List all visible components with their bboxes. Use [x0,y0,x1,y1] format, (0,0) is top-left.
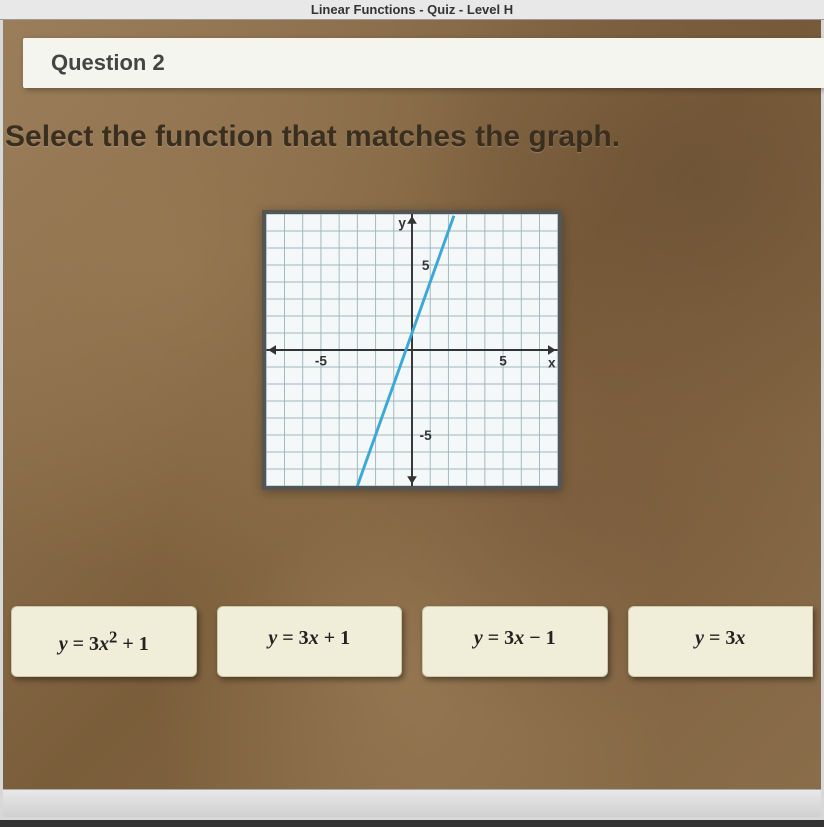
answer-label: y = 3x2 + 1 [59,633,149,655]
question-number-label: Question 2 [51,50,165,75]
answer-options: y = 3x2 + 1 y = 3x + 1 y = 3x − 1 y = 3x [3,606,821,677]
svg-text:5: 5 [422,258,430,273]
answer-option-2[interactable]: y = 3x − 1 [422,606,608,677]
answer-label: y = 3x − 1 [474,627,556,649]
graph-panel: 5 -5 5 -5 x y [262,210,562,490]
answer-label: y = 3x [695,627,745,649]
bottom-scrollbar-area [3,789,821,817]
svg-text:x: x [548,355,556,370]
answer-option-1[interactable]: y = 3x + 1 [217,606,403,677]
svg-text:-5: -5 [315,354,328,369]
question-prompt: Select the function that matches the gra… [3,120,620,154]
coordinate-graph: 5 -5 5 -5 x y [266,214,558,486]
window-title-bar: Linear Functions - Quiz - Level H [0,0,824,20]
answer-option-0[interactable]: y = 3x2 + 1 [11,606,197,677]
answer-label: y = 3x + 1 [268,627,350,649]
question-number-tab: Question 2 [23,38,824,88]
prompt-text: Select the function that matches the gra… [5,120,620,153]
quiz-content: Question 2 Select the function that matc… [0,20,824,820]
svg-text:5: 5 [499,354,507,369]
svg-text:-5: -5 [420,428,433,443]
svg-text:y: y [398,216,406,231]
answer-option-3[interactable]: y = 3x [628,606,814,677]
window-title: Linear Functions - Quiz - Level H [311,2,513,17]
